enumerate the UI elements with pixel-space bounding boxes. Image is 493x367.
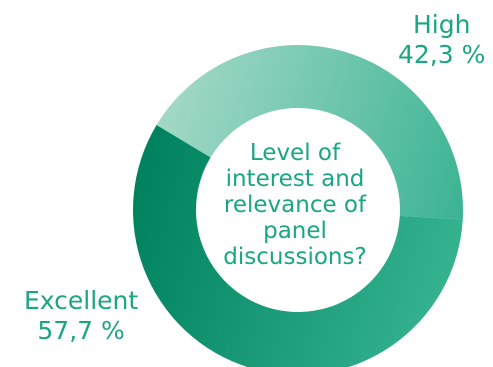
slice-label-excellent-value: 57,7 %: [37, 316, 125, 345]
slice-label-excellent: Excellent 57,7 %: [24, 286, 138, 346]
slice-label-high: High 42,3 %: [398, 10, 485, 70]
center-question: Level of interest and relevance of panel…: [223, 140, 367, 270]
slice-label-excellent-name: Excellent: [24, 286, 139, 315]
slice-high: [156, 44, 464, 220]
slice-label-high-value: 42,3 %: [398, 40, 486, 69]
slice-excellent: [133, 125, 463, 367]
slice-label-high-name: High: [412, 10, 471, 39]
